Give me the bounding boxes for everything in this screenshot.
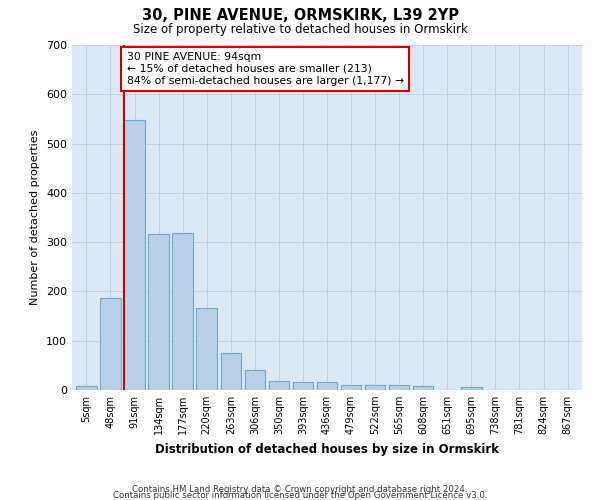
Bar — [148, 234, 169, 390]
Bar — [245, 370, 265, 390]
Bar — [293, 382, 313, 390]
Bar — [269, 381, 289, 390]
Text: Contains public sector information licensed under the Open Government Licence v3: Contains public sector information licen… — [113, 491, 487, 500]
Text: Size of property relative to detached houses in Ormskirk: Size of property relative to detached ho… — [133, 22, 467, 36]
Bar — [124, 120, 145, 390]
Bar — [389, 384, 409, 390]
Text: Contains HM Land Registry data © Crown copyright and database right 2024.: Contains HM Land Registry data © Crown c… — [132, 484, 468, 494]
Text: 30 PINE AVENUE: 94sqm
← 15% of detached houses are smaller (213)
84% of semi-det: 30 PINE AVENUE: 94sqm ← 15% of detached … — [127, 52, 404, 86]
Y-axis label: Number of detached properties: Number of detached properties — [31, 130, 40, 305]
Bar — [76, 386, 97, 390]
Bar — [221, 352, 241, 390]
Bar — [413, 386, 433, 390]
Bar — [341, 384, 361, 390]
Bar — [461, 386, 482, 390]
Text: 30, PINE AVENUE, ORMSKIRK, L39 2YP: 30, PINE AVENUE, ORMSKIRK, L39 2YP — [142, 8, 458, 22]
Bar — [317, 382, 337, 390]
Bar — [365, 384, 385, 390]
Bar — [172, 234, 193, 390]
X-axis label: Distribution of detached houses by size in Ormskirk: Distribution of detached houses by size … — [155, 442, 499, 456]
Bar — [196, 308, 217, 390]
Bar — [100, 298, 121, 390]
